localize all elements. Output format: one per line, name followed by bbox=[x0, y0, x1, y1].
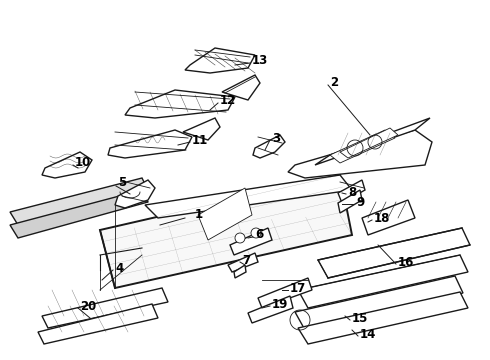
Polygon shape bbox=[10, 190, 148, 238]
Text: 12: 12 bbox=[220, 94, 236, 107]
Polygon shape bbox=[38, 304, 158, 344]
Polygon shape bbox=[288, 130, 432, 178]
Text: 20: 20 bbox=[80, 300, 96, 312]
Polygon shape bbox=[222, 75, 260, 100]
Text: 1: 1 bbox=[195, 208, 203, 221]
Polygon shape bbox=[318, 228, 470, 278]
Text: 14: 14 bbox=[360, 328, 376, 341]
Text: 16: 16 bbox=[398, 256, 415, 269]
Polygon shape bbox=[145, 175, 352, 218]
Polygon shape bbox=[42, 152, 92, 178]
Text: 19: 19 bbox=[272, 297, 289, 310]
Polygon shape bbox=[125, 90, 235, 118]
Text: 3: 3 bbox=[272, 131, 280, 144]
Text: 8: 8 bbox=[348, 185, 356, 198]
Polygon shape bbox=[115, 180, 155, 208]
Circle shape bbox=[235, 233, 245, 243]
Polygon shape bbox=[330, 130, 395, 163]
Polygon shape bbox=[198, 188, 252, 240]
Text: 13: 13 bbox=[252, 54, 268, 67]
Polygon shape bbox=[234, 265, 246, 278]
Circle shape bbox=[251, 228, 261, 238]
Text: 18: 18 bbox=[374, 211, 391, 225]
Polygon shape bbox=[258, 278, 312, 308]
Polygon shape bbox=[253, 135, 285, 158]
Polygon shape bbox=[228, 253, 258, 272]
Polygon shape bbox=[230, 228, 272, 255]
Polygon shape bbox=[338, 180, 365, 203]
Text: 15: 15 bbox=[352, 311, 368, 324]
Polygon shape bbox=[295, 276, 463, 330]
Polygon shape bbox=[108, 130, 192, 158]
Text: 4: 4 bbox=[115, 261, 123, 274]
Polygon shape bbox=[298, 255, 468, 308]
Polygon shape bbox=[100, 175, 352, 288]
Text: 11: 11 bbox=[192, 134, 208, 147]
Text: 2: 2 bbox=[330, 76, 338, 89]
Polygon shape bbox=[315, 118, 430, 165]
Text: 10: 10 bbox=[75, 157, 91, 170]
Text: 5: 5 bbox=[118, 176, 126, 189]
Polygon shape bbox=[183, 118, 220, 140]
Polygon shape bbox=[340, 128, 398, 158]
Text: 17: 17 bbox=[290, 282, 306, 294]
Polygon shape bbox=[185, 48, 255, 73]
Polygon shape bbox=[338, 190, 362, 213]
Text: 6: 6 bbox=[255, 228, 263, 240]
Text: 7: 7 bbox=[242, 253, 250, 266]
Polygon shape bbox=[298, 292, 468, 344]
Polygon shape bbox=[248, 296, 293, 323]
Text: 9: 9 bbox=[356, 195, 364, 208]
Polygon shape bbox=[362, 200, 415, 235]
Polygon shape bbox=[42, 288, 168, 328]
Polygon shape bbox=[10, 178, 148, 225]
